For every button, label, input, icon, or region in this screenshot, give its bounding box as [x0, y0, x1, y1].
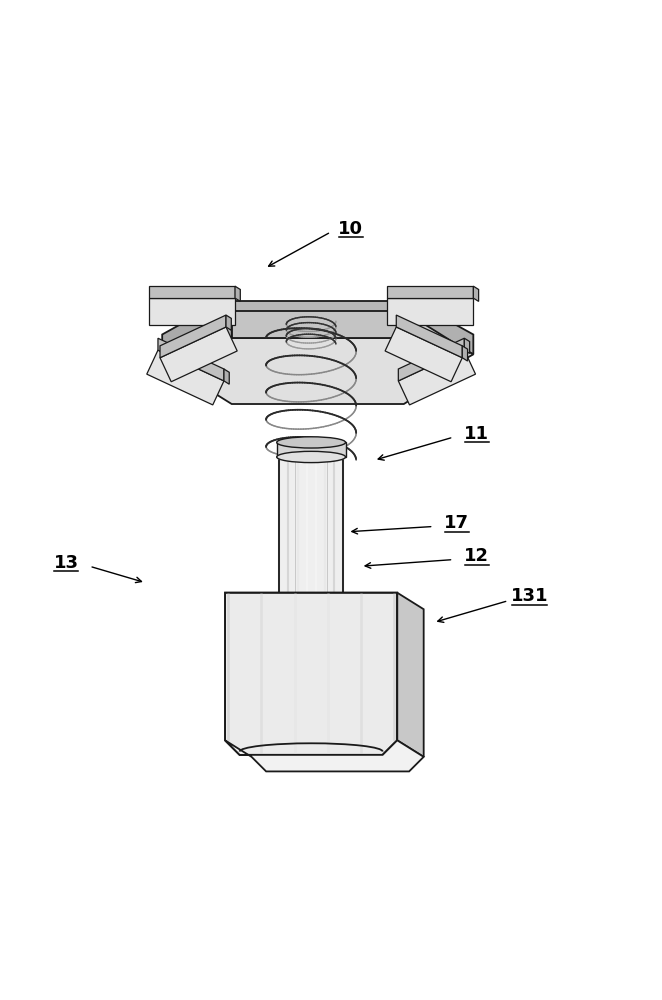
Polygon shape — [162, 321, 473, 387]
Polygon shape — [232, 311, 404, 338]
Polygon shape — [414, 301, 473, 354]
Polygon shape — [147, 350, 224, 405]
Text: 10: 10 — [338, 220, 363, 238]
Polygon shape — [385, 327, 462, 382]
Polygon shape — [462, 346, 467, 361]
Ellipse shape — [277, 451, 346, 463]
Polygon shape — [387, 298, 473, 325]
Polygon shape — [279, 460, 343, 593]
Polygon shape — [399, 350, 475, 405]
Polygon shape — [225, 593, 397, 755]
Polygon shape — [158, 338, 224, 381]
Polygon shape — [179, 338, 457, 404]
Polygon shape — [404, 311, 457, 371]
Polygon shape — [226, 315, 231, 330]
Text: 131: 131 — [511, 587, 548, 605]
Polygon shape — [225, 740, 424, 771]
Polygon shape — [162, 301, 222, 354]
Text: 11: 11 — [464, 425, 489, 443]
Polygon shape — [160, 327, 237, 382]
Polygon shape — [224, 369, 229, 384]
Text: 12: 12 — [464, 547, 489, 565]
Polygon shape — [160, 315, 226, 358]
Ellipse shape — [277, 437, 346, 448]
Polygon shape — [149, 286, 235, 298]
Polygon shape — [179, 311, 232, 371]
Polygon shape — [464, 338, 469, 353]
Text: 17: 17 — [444, 514, 469, 532]
Polygon shape — [277, 442, 346, 457]
Polygon shape — [473, 286, 479, 301]
Polygon shape — [387, 286, 473, 298]
Polygon shape — [222, 301, 414, 321]
Text: 13: 13 — [54, 554, 79, 572]
Polygon shape — [235, 286, 240, 301]
Polygon shape — [399, 338, 464, 381]
Polygon shape — [149, 298, 235, 325]
Polygon shape — [397, 315, 462, 358]
Polygon shape — [397, 593, 424, 757]
